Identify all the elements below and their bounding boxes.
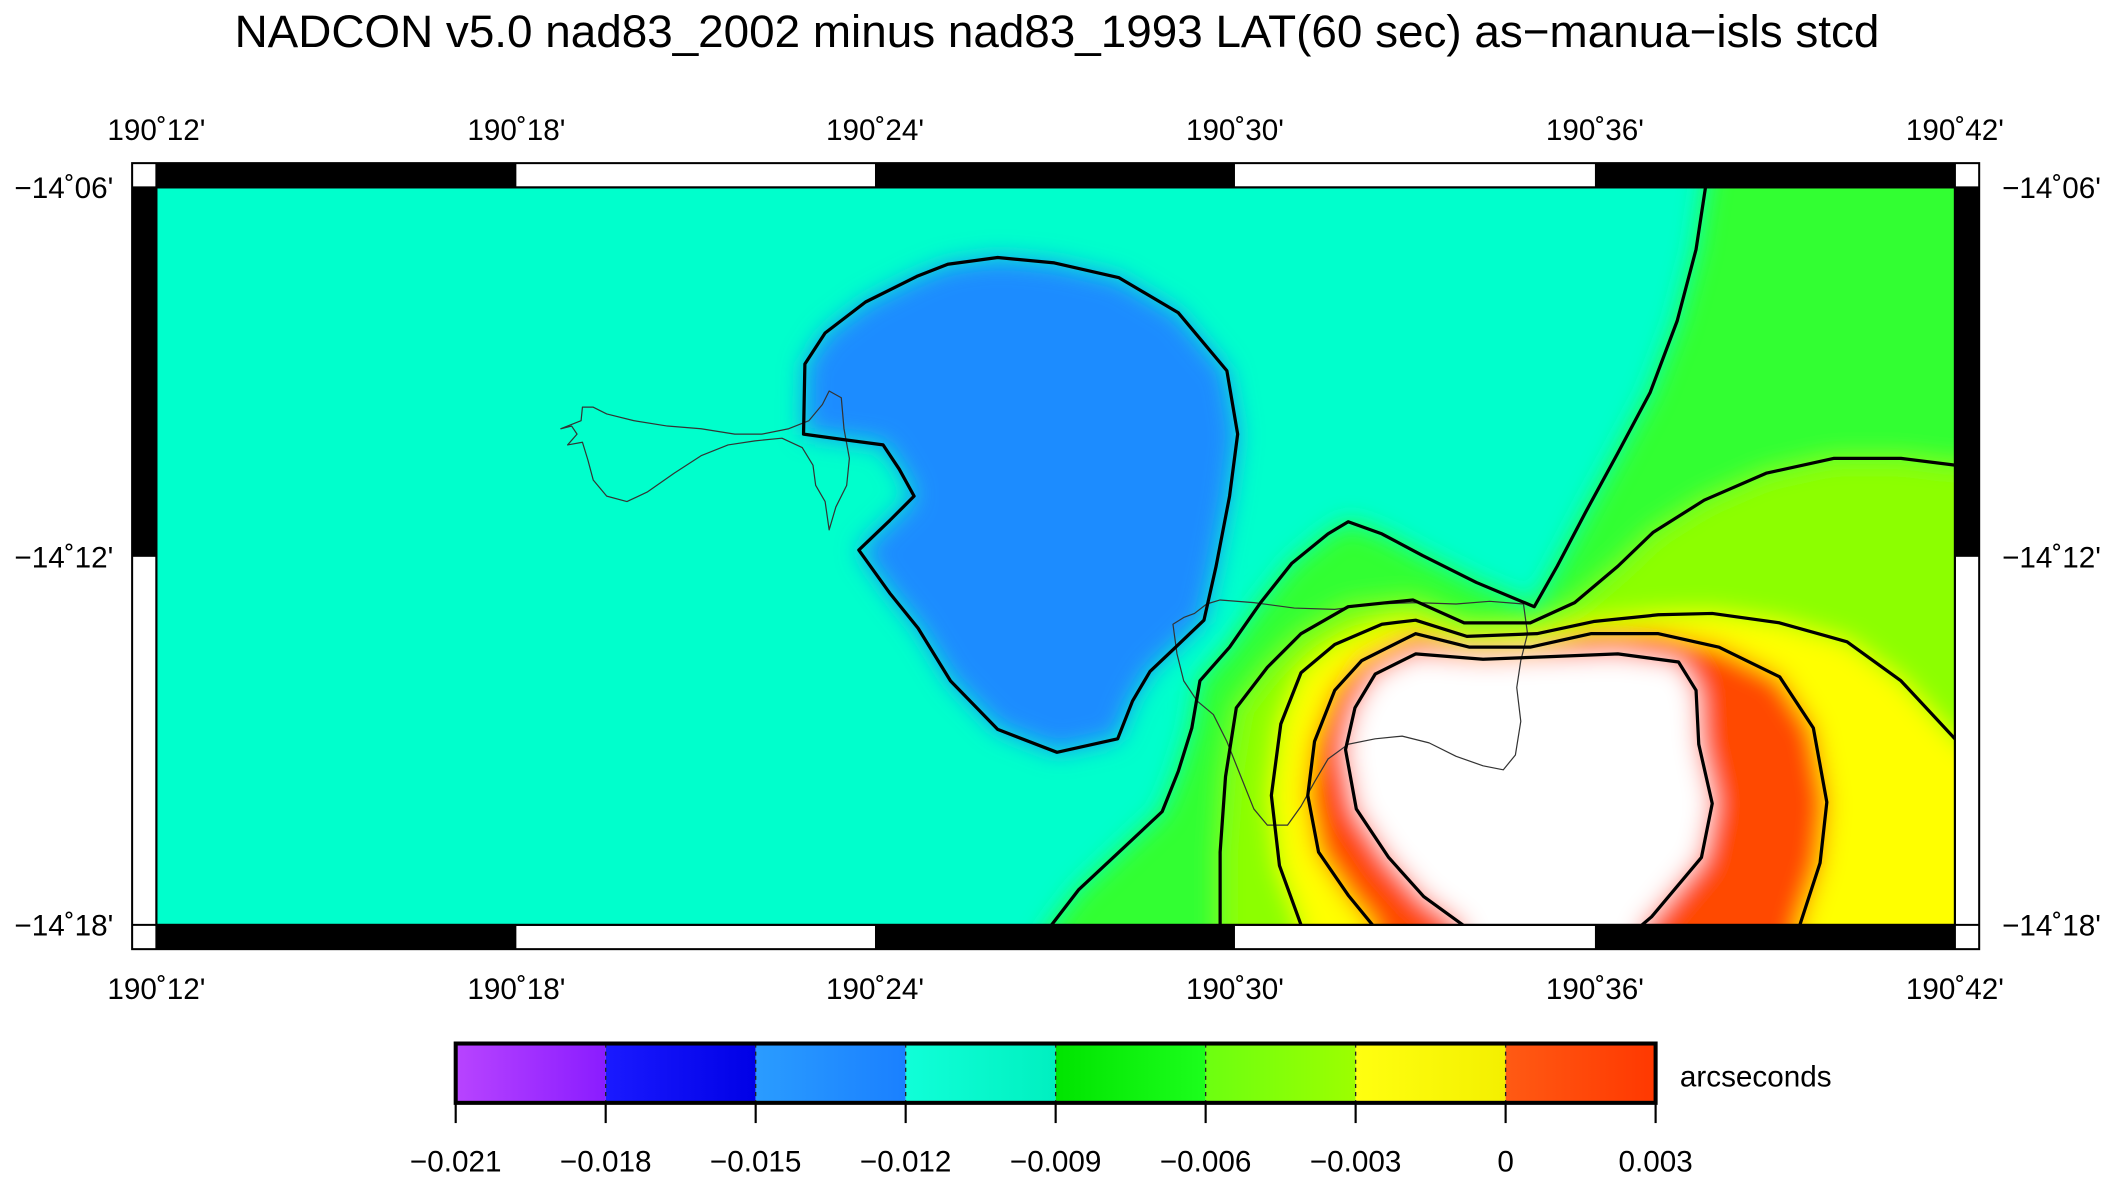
colorbar-segment xyxy=(755,1043,906,1103)
contour-line-6 xyxy=(1343,652,1714,925)
colorbar-unit-label: arcseconds xyxy=(1680,1061,1832,1094)
lon-label: 190˚36' xyxy=(1546,973,1644,1006)
field-region-peak xyxy=(1345,653,1713,925)
lon-labels-bottom: 190˚12' 190˚18' 190˚24' 190˚30' 190˚36' … xyxy=(107,973,2004,1006)
lat-label: −14˚12' xyxy=(2002,542,2101,575)
contour-line-5 xyxy=(1306,632,1829,925)
contour-line-3 xyxy=(1218,456,1955,925)
contours xyxy=(801,187,1955,925)
lon-label: 190˚18' xyxy=(467,114,565,147)
lat-label: −14˚06' xyxy=(14,172,113,205)
coastline-tau xyxy=(1172,599,1529,826)
coastline-ofu-olosega xyxy=(560,390,850,531)
lat-label: −14˚18' xyxy=(14,910,113,943)
frame-segment-top-3 xyxy=(874,163,1235,188)
frame-segment-left-1 xyxy=(132,187,157,557)
colorbar-segment xyxy=(1505,1043,1656,1103)
colorbar-tick-label: −0.015 xyxy=(710,1146,802,1177)
contour-line-4 xyxy=(1269,611,1955,925)
lon-label: 190˚42' xyxy=(1906,973,2004,1006)
lat-label: −14˚06' xyxy=(2002,172,2101,205)
colorbar-tick-label: −0.021 xyxy=(410,1146,502,1177)
lon-label: 190˚30' xyxy=(1186,114,1284,147)
frame-segment-right-1 xyxy=(1954,187,1980,557)
colorbar-segment xyxy=(1055,1043,1206,1103)
lon-label: 190˚24' xyxy=(826,114,924,147)
colorbar-tick-label: −0.012 xyxy=(860,1146,952,1177)
contour-line-1 xyxy=(801,255,1240,754)
frame-segment-top-5 xyxy=(1594,163,1955,188)
lon-labels-top: 190˚12' 190˚18' 190˚24' 190˚30' 190˚36' … xyxy=(107,114,2004,147)
map-area xyxy=(156,187,1955,925)
colorbar-tick-label: 0 xyxy=(1497,1146,1514,1177)
frame-segment-top-1 xyxy=(156,163,517,188)
colorbar-tick-label: −0.009 xyxy=(1010,1146,1102,1177)
coastline xyxy=(560,390,1529,826)
lon-label: 190˚30' xyxy=(1186,973,1284,1006)
colorbar-segment xyxy=(455,1043,606,1103)
lon-label: 190˚24' xyxy=(826,973,924,1006)
frame-segment-bottom-3 xyxy=(874,924,1235,950)
lon-label: 190˚42' xyxy=(1906,114,2004,147)
contour-line-2 xyxy=(1049,187,1708,925)
lon-label: 190˚18' xyxy=(467,973,565,1006)
lon-label: 190˚12' xyxy=(107,114,205,147)
lat-label: −14˚18' xyxy=(2002,910,2101,943)
field-region-blue xyxy=(803,257,1238,753)
colorbar-tick-label: −0.006 xyxy=(1160,1146,1252,1177)
frame-segment-bottom-5 xyxy=(1594,924,1955,950)
colorbar-tick-label: −0.018 xyxy=(560,1146,652,1177)
colorbar: −0.021 −0.018 −0.015 −0.012 −0.009 −0.00… xyxy=(410,1041,1832,1177)
lon-label: 190˚36' xyxy=(1546,114,1644,147)
frame-segment-bottom-1 xyxy=(156,924,517,950)
lat-label: −14˚12' xyxy=(14,542,113,575)
colorbar-segment xyxy=(605,1043,756,1103)
colorbar-segment xyxy=(1355,1043,1506,1103)
lat-labels-left: −14˚06' −14˚12' −14˚18' xyxy=(14,172,113,942)
lat-labels-right: −14˚06' −14˚12' −14˚18' xyxy=(2002,172,2101,942)
lon-label: 190˚12' xyxy=(107,973,205,1006)
map-title: NADCON v5.0 nad83_2002 minus nad83_1993 … xyxy=(235,6,1880,57)
colorbar-tick-label: −0.003 xyxy=(1310,1146,1402,1177)
colorbar-segment xyxy=(905,1043,1056,1103)
colorbar-tick-label: 0.003 xyxy=(1618,1146,1692,1177)
colorbar-segment xyxy=(1205,1043,1356,1103)
map-frame-bars xyxy=(132,163,1980,950)
